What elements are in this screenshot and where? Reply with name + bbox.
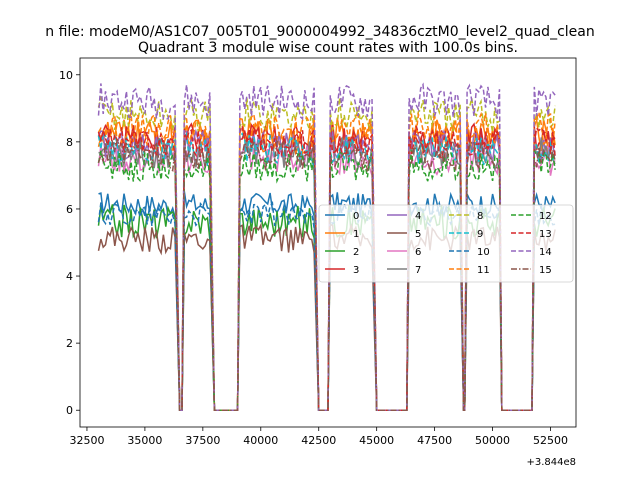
series-line-12 [97, 148, 556, 411]
legend-label-8: 8 [477, 211, 483, 222]
x-tick-label: 47500 [417, 434, 452, 447]
legend-label-11: 11 [477, 265, 490, 276]
legend-label-12: 12 [539, 211, 552, 222]
legend-label-0: 0 [353, 211, 359, 222]
legend-label-14: 14 [539, 247, 552, 258]
legend-label-1: 1 [353, 229, 359, 240]
x-offset-label: +3.844e8 [526, 457, 576, 468]
legend-label-13: 13 [539, 229, 552, 240]
chart-title: Quadrant 3 module wise count rates with … [138, 40, 518, 56]
x-tick-label: 50000 [475, 434, 510, 447]
legend-label-3: 3 [353, 265, 359, 276]
legend-label-7: 7 [415, 265, 421, 276]
legend-label-5: 5 [415, 229, 421, 240]
y-tick-label: 8 [66, 136, 73, 149]
x-tick-label: 42500 [301, 434, 336, 447]
y-tick-label: 2 [66, 337, 73, 350]
legend-label-6: 6 [415, 247, 421, 258]
y-tick-label: 4 [66, 270, 73, 283]
x-axis: 32500 35000 37500 40000 42500 45000 47500 50000… [69, 427, 568, 447]
chart-suptitle: n file: modeM0/AS1C07_005T01_9000004992_… [45, 24, 594, 40]
legend-label-4: 4 [415, 211, 421, 222]
x-tick-label: 32500 [69, 434, 104, 447]
y-tick-label: 10 [59, 69, 73, 82]
x-tick-label: 35000 [127, 434, 162, 447]
legend-label-2: 2 [353, 247, 359, 258]
legend-label-10: 10 [477, 247, 490, 258]
x-tick-label: 45000 [359, 434, 394, 447]
series-line-9 [97, 131, 556, 411]
x-tick-label: 40000 [243, 434, 278, 447]
x-tick-label: 52500 [533, 434, 568, 447]
legend-label-15: 15 [539, 265, 552, 276]
y-tick-label: 6 [66, 203, 73, 216]
x-tick-label: 37500 [185, 434, 220, 447]
legend-box [318, 204, 574, 283]
series-line-14 [97, 82, 556, 411]
y-axis: 0 2 4 6 8 10 [59, 69, 80, 417]
legend-label-9: 9 [477, 229, 483, 240]
plot-frame [79, 57, 577, 428]
y-tick-label: 0 [66, 404, 73, 417]
